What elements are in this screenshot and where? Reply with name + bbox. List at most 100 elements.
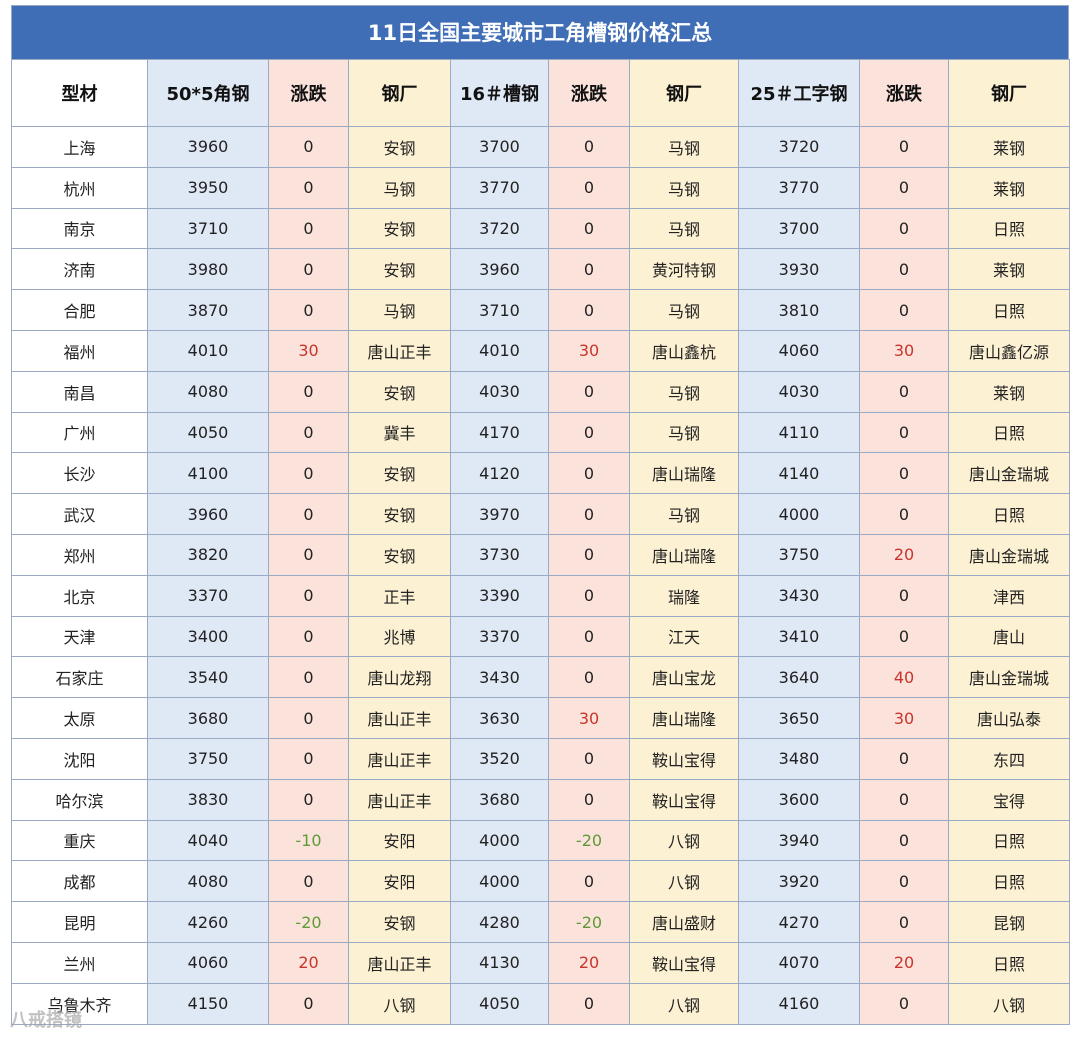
angle-price-cell: 3680 bbox=[147, 697, 269, 739]
angle-change-cell: 0 bbox=[268, 370, 349, 413]
channel-price-cell: 3720 bbox=[450, 207, 549, 250]
city-cell: 广州 bbox=[11, 411, 148, 454]
table-row: 沈阳 3750 0 唐山正丰 3520 0 鞍山宝得 3480 0 东四 bbox=[11, 737, 1070, 780]
channel-price-cell: 4120 bbox=[450, 452, 549, 495]
channel-change-cell: 0 bbox=[548, 778, 630, 821]
table-row: 南京 3710 0 安钢 3720 0 马钢 3700 0 日照 bbox=[11, 207, 1070, 250]
ibeam-mill-cell: 八钢 bbox=[948, 982, 1070, 1025]
table-row: 济南 3980 0 安钢 3960 0 黄河特钢 3930 0 莱钢 bbox=[11, 248, 1070, 291]
angle-change-cell: 0 bbox=[268, 860, 349, 903]
angle-mill-cell: 唐山正丰 bbox=[348, 329, 451, 372]
ibeam-price-cell: 3940 bbox=[738, 819, 860, 862]
ibeam-price-cell: 3600 bbox=[738, 778, 860, 821]
city-cell: 石家庄 bbox=[11, 656, 148, 699]
table-row: 郑州 3820 0 安钢 3730 0 唐山瑞隆 3750 20 唐山金瑞城 bbox=[11, 533, 1070, 576]
table-row: 南昌 4080 0 安钢 4030 0 马钢 4030 0 莱钢 bbox=[11, 370, 1070, 413]
angle-mill-cell: 安钢 bbox=[348, 533, 451, 576]
ibeam-change-cell: 0 bbox=[859, 493, 949, 535]
table-row: 合肥 3870 0 马钢 3710 0 马钢 3810 0 日照 bbox=[11, 289, 1070, 331]
channel-price-cell: 3960 bbox=[450, 248, 549, 291]
angle-mill-cell: 安钢 bbox=[348, 452, 451, 495]
ibeam-mill-cell: 唐山 bbox=[948, 615, 1070, 658]
city-cell: 昆明 bbox=[11, 901, 148, 943]
angle-change-cell: -10 bbox=[268, 819, 349, 862]
channel-mill-cell: 鞍山宝得 bbox=[629, 737, 739, 780]
channel-mill-cell: 马钢 bbox=[629, 166, 739, 209]
channel-mill-cell: 唐山瑞隆 bbox=[629, 452, 739, 495]
ibeam-price-cell: 3700 bbox=[738, 207, 860, 250]
angle-price-cell: 3830 bbox=[147, 778, 269, 821]
angle-price-cell: 4010 bbox=[147, 329, 269, 372]
price-table: 型材 50*5角钢 涨跌 钢厂 16＃槽钢 涨跌 钢厂 25＃工字钢 涨跌 钢厂… bbox=[11, 59, 1070, 1025]
angle-price-cell: 4150 bbox=[147, 982, 269, 1025]
angle-mill-cell: 正丰 bbox=[348, 574, 451, 617]
channel-mill-cell: 唐山瑞隆 bbox=[629, 697, 739, 739]
angle-change-cell: 20 bbox=[268, 941, 349, 984]
angle-price-cell: 3370 bbox=[147, 574, 269, 617]
angle-mill-cell: 安钢 bbox=[348, 901, 451, 943]
ibeam-price-cell: 4000 bbox=[738, 493, 860, 535]
channel-mill-cell: 唐山瑞隆 bbox=[629, 533, 739, 576]
angle-change-cell: 0 bbox=[268, 207, 349, 250]
table-row: 石家庄 3540 0 唐山龙翔 3430 0 唐山宝龙 3640 40 唐山金瑞城 bbox=[11, 656, 1070, 699]
ibeam-change-cell: 0 bbox=[859, 370, 949, 413]
angle-mill-cell: 唐山龙翔 bbox=[348, 656, 451, 699]
channel-price-cell: 3520 bbox=[450, 737, 549, 780]
channel-change-cell: 0 bbox=[548, 982, 630, 1025]
angle-mill-cell: 八钢 bbox=[348, 982, 451, 1025]
ibeam-price-cell: 3770 bbox=[738, 166, 860, 209]
city-cell: 重庆 bbox=[11, 819, 148, 862]
angle-price-cell: 3750 bbox=[147, 737, 269, 780]
angle-price-cell: 3980 bbox=[147, 248, 269, 291]
angle-price-cell: 4100 bbox=[147, 452, 269, 495]
angle-price-cell: 3540 bbox=[147, 656, 269, 699]
angle-change-cell: 0 bbox=[268, 697, 349, 739]
header-mill: 钢厂 bbox=[629, 59, 739, 127]
city-cell: 哈尔滨 bbox=[11, 778, 148, 821]
channel-price-cell: 3370 bbox=[450, 615, 549, 658]
ibeam-mill-cell: 莱钢 bbox=[948, 126, 1070, 168]
city-cell: 乌鲁木齐 bbox=[11, 982, 148, 1025]
ibeam-mill-cell: 莱钢 bbox=[948, 370, 1070, 413]
ibeam-price-cell: 4160 bbox=[738, 982, 860, 1025]
ibeam-mill-cell: 日照 bbox=[948, 411, 1070, 454]
header-mill: 钢厂 bbox=[348, 59, 451, 127]
city-cell: 南昌 bbox=[11, 370, 148, 413]
angle-mill-cell: 安钢 bbox=[348, 207, 451, 250]
channel-change-cell: 20 bbox=[548, 941, 630, 984]
angle-mill-cell: 马钢 bbox=[348, 289, 451, 331]
city-cell: 兰州 bbox=[11, 941, 148, 984]
city-cell: 南京 bbox=[11, 207, 148, 250]
channel-mill-cell: 马钢 bbox=[629, 411, 739, 454]
table-row: 上海 3960 0 安钢 3700 0 马钢 3720 0 莱钢 bbox=[11, 126, 1070, 168]
channel-change-cell: 0 bbox=[548, 289, 630, 331]
channel-mill-cell: 马钢 bbox=[629, 493, 739, 535]
table-row: 重庆 4040 -10 安阳 4000 -20 八钢 3940 0 日照 bbox=[11, 819, 1070, 862]
city-cell: 合肥 bbox=[11, 289, 148, 331]
header-channel-steel: 16＃槽钢 bbox=[450, 59, 549, 127]
angle-change-cell: 0 bbox=[268, 452, 349, 495]
ibeam-price-cell: 3920 bbox=[738, 860, 860, 903]
ibeam-mill-cell: 莱钢 bbox=[948, 248, 1070, 291]
channel-price-cell: 4050 bbox=[450, 982, 549, 1025]
ibeam-price-cell: 3750 bbox=[738, 533, 860, 576]
channel-mill-cell: 八钢 bbox=[629, 819, 739, 862]
table-row: 北京 3370 0 正丰 3390 0 瑞隆 3430 0 津西 bbox=[11, 574, 1070, 617]
channel-change-cell: 30 bbox=[548, 697, 630, 739]
channel-price-cell: 4030 bbox=[450, 370, 549, 413]
angle-price-cell: 4060 bbox=[147, 941, 269, 984]
ibeam-change-cell: 0 bbox=[859, 248, 949, 291]
city-cell: 郑州 bbox=[11, 533, 148, 576]
channel-change-cell: 0 bbox=[548, 207, 630, 250]
ibeam-change-cell: 0 bbox=[859, 901, 949, 943]
table-row: 长沙 4100 0 安钢 4120 0 唐山瑞隆 4140 0 唐山金瑞城 bbox=[11, 452, 1070, 495]
table-row: 福州 4010 30 唐山正丰 4010 30 唐山鑫杭 4060 30 唐山鑫亿源 bbox=[11, 329, 1070, 372]
table-row: 杭州 3950 0 马钢 3770 0 马钢 3770 0 莱钢 bbox=[11, 166, 1070, 209]
ibeam-mill-cell: 莱钢 bbox=[948, 166, 1070, 209]
ibeam-mill-cell: 日照 bbox=[948, 941, 1070, 984]
channel-price-cell: 3430 bbox=[450, 656, 549, 699]
angle-price-cell: 4080 bbox=[147, 860, 269, 903]
angle-change-cell: 0 bbox=[268, 737, 349, 780]
channel-change-cell: 0 bbox=[548, 574, 630, 617]
channel-change-cell: 0 bbox=[548, 656, 630, 699]
